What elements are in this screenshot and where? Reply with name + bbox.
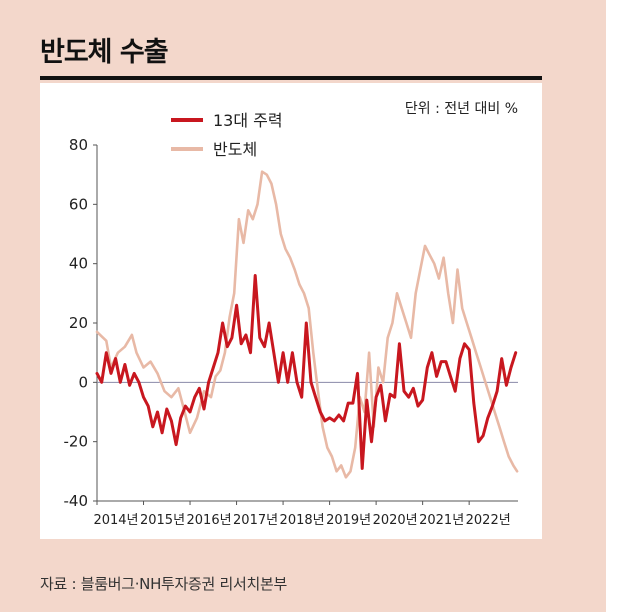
legend-label-main: 13대 주력 xyxy=(213,111,283,130)
x-tick-label: 2019년 xyxy=(326,513,371,528)
chart-area: 80 60 40 20 0 -20 -40 2014년 2015년 2016년 2017년 2018년… xyxy=(40,83,542,539)
x-tick-label: 2014년 xyxy=(93,513,138,528)
x-tick-label: 2017년 xyxy=(233,513,278,528)
y-tick-label: -40 xyxy=(64,492,89,510)
x-tick-label: 2016년 xyxy=(187,513,232,528)
y-tick-label: 20 xyxy=(69,314,88,332)
y-tick-label: -20 xyxy=(64,433,89,451)
x-tick-label: 2021년 xyxy=(419,513,464,528)
unit-label: 단위 : 전년 대비 % xyxy=(405,101,518,117)
x-tick-label: 2018년 xyxy=(280,513,325,528)
axis-group: 80 60 40 20 0 -20 -40 2014년 2015년 2016년 2017년 2018년… xyxy=(64,136,518,528)
source-note: 자료 : 블룸버그·NH투자증권 리서치본부 xyxy=(40,575,288,593)
line-chart: 80 60 40 20 0 -20 -40 2014년 2015년 2016년 2017년 2018년… xyxy=(64,101,519,528)
page-title: 반도체 수출 xyxy=(40,37,169,68)
series-line-main xyxy=(95,274,518,470)
y-tick-label: 40 xyxy=(69,255,88,273)
series-group xyxy=(95,170,519,479)
legend: 13대 주력 반도체 xyxy=(171,111,283,159)
x-tick-label: 2022년 xyxy=(466,513,511,528)
x-tick-label: 2020년 xyxy=(373,513,418,528)
y-tick-label: 0 xyxy=(78,373,88,391)
y-tick-label: 60 xyxy=(69,195,88,213)
chart-panel: 반도체 수출 80 60 40 20 0 -20 -40 2014년 2015년 2016년 201… xyxy=(0,0,606,612)
series-line-semiconductor xyxy=(95,170,519,479)
title-rule xyxy=(40,76,542,80)
y-tick-label: 80 xyxy=(69,136,88,154)
x-tick-label: 2015년 xyxy=(140,513,185,528)
legend-label-semi: 반도체 xyxy=(213,140,257,159)
